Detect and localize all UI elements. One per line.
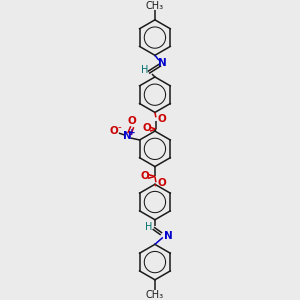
Text: CH₃: CH₃	[146, 1, 164, 11]
Text: +: +	[128, 128, 136, 136]
Text: O: O	[158, 178, 166, 188]
Text: O: O	[143, 123, 152, 133]
Text: CH₃: CH₃	[146, 290, 164, 300]
Text: O: O	[110, 126, 118, 136]
Text: N: N	[158, 58, 167, 68]
Text: H: H	[141, 65, 149, 75]
Text: N: N	[164, 232, 173, 242]
Text: H: H	[145, 222, 153, 232]
Text: -: -	[117, 122, 121, 132]
Text: O: O	[158, 114, 166, 124]
Text: O: O	[141, 171, 149, 182]
Text: N: N	[123, 131, 132, 141]
Text: O: O	[127, 116, 136, 126]
